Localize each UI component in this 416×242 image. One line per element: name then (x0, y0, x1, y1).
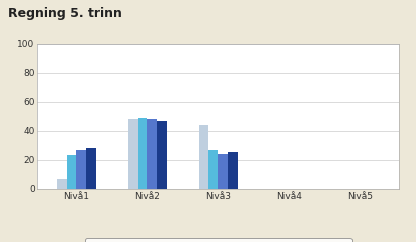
Bar (218, 154, 228, 189)
Bar (138, 118, 147, 189)
Bar (87, 148, 97, 189)
Bar (57, 179, 67, 189)
Legend: Skole, Kommune, Fylke, Nasjon: Skole, Kommune, Fylke, Nasjon (85, 238, 352, 242)
Bar (157, 121, 167, 189)
Bar (128, 119, 138, 189)
Bar (77, 150, 87, 189)
Bar (67, 155, 77, 189)
Bar (198, 125, 208, 189)
Bar (228, 152, 238, 189)
Bar (147, 119, 157, 189)
Bar (208, 150, 218, 189)
Text: Regning 5. trinn: Regning 5. trinn (8, 7, 122, 20)
